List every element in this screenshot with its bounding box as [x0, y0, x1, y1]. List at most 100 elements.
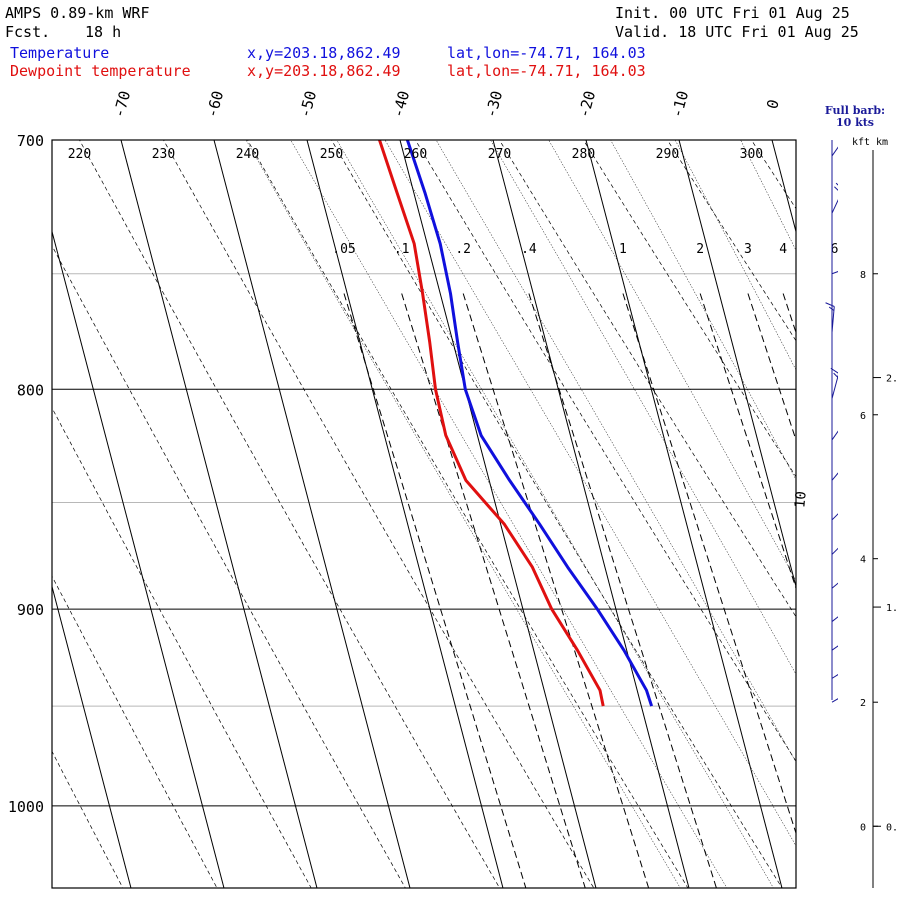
isotherm-line [492, 140, 690, 888]
theta-label: 220 [68, 147, 91, 162]
legend-dewpoint-latlon: lat,lon=-74.71, 164.03 [447, 62, 646, 80]
temperature-tick-label: -60 [203, 89, 227, 120]
dry-adiabat [247, 140, 689, 888]
init-time: Init. 00 UTC Fri 01 Aug 25 [615, 4, 850, 22]
theta-label: 260 [404, 147, 427, 162]
wind-barb [831, 674, 838, 679]
height-axis: 8 6 4 2 0 2. 1. 0. [860, 150, 898, 888]
dry-adiabat [52, 750, 124, 888]
isotherm-line [213, 140, 411, 888]
theta-label: 230 [152, 147, 175, 162]
mixing-ratio-line [343, 293, 527, 888]
temperature-tick-label: 0 [763, 98, 783, 111]
wind-barb [831, 698, 838, 703]
dry-adiabat [414, 140, 796, 762]
forecast-label: Fcst. [5, 23, 51, 41]
wind-barb [831, 182, 838, 214]
wind-barb [831, 430, 838, 441]
moist-adiabat [336, 140, 774, 888]
theta-label: 270 [488, 147, 511, 162]
pressure-tick-label: 1000 [8, 798, 44, 816]
legend-temperature-name: Temperature [10, 44, 110, 62]
kft-tick-label: 0 [860, 822, 866, 833]
moist-adiabat [855, 113, 900, 900]
wind-barb [831, 513, 838, 521]
dewpoint-line [378, 140, 605, 707]
mixing-ratio-label: 1 [619, 242, 627, 257]
mixing-ratio-label: 6 [831, 242, 839, 257]
moist-adiabat [290, 140, 728, 888]
mixing-ratio-label: .2 [455, 242, 471, 257]
temperature-tick-label: -70 [110, 89, 134, 120]
km-tick-label: 0. [886, 822, 898, 833]
dry-adiabat [666, 140, 796, 342]
mixing-ratio-label: 4 [779, 242, 787, 257]
moist-adiabat [610, 140, 796, 481]
mixing-ratio-label: 2 [696, 242, 704, 257]
mixing-ratio-line [528, 293, 717, 888]
km-tick-label: 1. [886, 603, 898, 614]
mixing-ratio-line [782, 293, 796, 335]
legend-temperature-latlon: lat,lon=-74.71, 164.03 [447, 44, 646, 62]
mixing-ratio-label: .1 [394, 242, 410, 257]
temperature-tick-label: -40 [389, 89, 413, 120]
temperature-line [405, 140, 654, 707]
dry-adiabat [163, 140, 595, 888]
theta-label: 290 [656, 147, 679, 162]
pressure-tick-label: 900 [17, 601, 44, 619]
wind-barb [831, 645, 838, 651]
isotherm-line [399, 140, 597, 888]
wind-barb [831, 547, 838, 555]
kft-tick-label: 8 [860, 270, 866, 281]
temperature-tick-label: -50 [296, 89, 320, 120]
kft-tick-label: 2 [860, 698, 866, 709]
pressure-tick-label: 700 [17, 132, 44, 150]
legend-dewpoint-name: Dewpoint temperature [10, 62, 191, 80]
moist-adiabat [384, 140, 796, 847]
dry-adiabat [52, 407, 312, 888]
mixing-ratio-line [401, 293, 586, 888]
model-title: AMPS 0.89-km WRF [5, 4, 150, 22]
wind-barb [831, 472, 838, 481]
isotherm-line [858, 113, 900, 900]
mixing-ratio-line [747, 293, 796, 442]
theta-label: 280 [572, 147, 595, 162]
theta-label: 240 [236, 147, 259, 162]
isotherm-line [52, 584, 132, 888]
dry-adiabat [582, 140, 796, 478]
background-grid [52, 113, 900, 900]
dry-adiabat [818, 113, 900, 900]
wind-barb [825, 302, 835, 333]
isotherm-line [52, 229, 225, 888]
legend-dewpoint-xy: x,y=203.18,862.49 [247, 62, 401, 80]
mixing-ratio-line [699, 293, 796, 590]
barb-note-line1: Full barb: [825, 104, 885, 117]
wind-barb [831, 582, 838, 589]
wind-barb [830, 367, 838, 399]
temperature-tick-label: -20 [575, 89, 599, 120]
valid-time: Valid. 18 UTC Fri 01 Aug 25 [615, 23, 859, 41]
moist-adiabat [435, 140, 796, 763]
forecast-hours: 18 h [85, 23, 122, 41]
dry-adiabat [331, 140, 783, 888]
moist-adiabat [792, 113, 900, 900]
kft-tick-label: 6 [860, 411, 866, 422]
theta-label: 300 [740, 147, 763, 162]
dry-adiabat [79, 140, 501, 888]
wind-barb [831, 271, 838, 275]
height-units-label: kft km [852, 137, 888, 148]
moist-adiabat [674, 140, 796, 371]
wind-barb [831, 146, 838, 157]
barb-note-line2: 10 kts [836, 116, 874, 129]
wind-barb [831, 616, 838, 622]
legend-temperature-xy: x,y=203.18,862.49 [247, 44, 401, 62]
mixing-ratio-label: .05 [332, 242, 355, 257]
pressure-tick-label: 800 [17, 381, 44, 399]
mixing-ratio-line [462, 293, 650, 888]
wind-barbs [825, 140, 838, 703]
moist-adiabat [490, 140, 796, 675]
moist-adiabat [245, 140, 681, 888]
moist-adiabat [548, 140, 796, 582]
moist-adiabat-label: 10 [792, 491, 809, 509]
